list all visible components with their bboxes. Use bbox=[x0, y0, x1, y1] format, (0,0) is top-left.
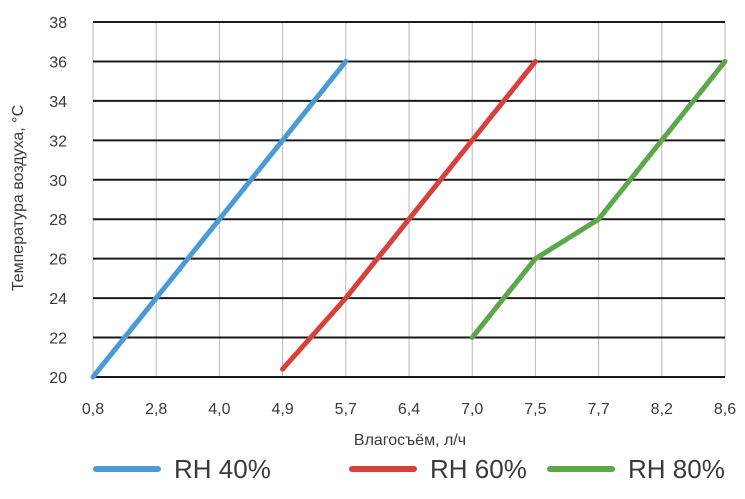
y-tick-label: 38 bbox=[49, 15, 67, 32]
y-tick-label: 32 bbox=[49, 133, 67, 150]
y-tick-label: 22 bbox=[49, 331, 67, 348]
x-tick-label: 6,4 bbox=[398, 401, 420, 418]
y-tick-label: 30 bbox=[49, 173, 67, 190]
x-tick-label: 5,7 bbox=[335, 401, 357, 418]
x-tick-label: 8,6 bbox=[714, 401, 736, 418]
y-tick-label: 28 bbox=[49, 212, 67, 229]
x-axis-ticks: 0,8 2,8 4,0 4,9 5,7 6,4 7,0 7,5 7,7 8,2 8,6 bbox=[82, 401, 736, 418]
legend-label: RH 80% bbox=[628, 454, 725, 484]
x-tick-label: 4,9 bbox=[271, 401, 293, 418]
series-line-1 bbox=[90, 58, 349, 380]
legend-label: RH 60% bbox=[430, 454, 527, 484]
x-tick-label: 7,5 bbox=[524, 401, 546, 418]
x-tick-label: 8,2 bbox=[651, 401, 673, 418]
y-tick-label: 36 bbox=[49, 54, 67, 71]
series-layer bbox=[90, 58, 728, 380]
y-tick-label: 26 bbox=[49, 252, 67, 269]
y-axis-ticks: 20 22 24 26 28 30 32 34 36 38 bbox=[49, 15, 67, 387]
y-tick-label: 24 bbox=[49, 291, 67, 308]
legend: RH 40% RH 60% RH 80% bbox=[93, 454, 725, 484]
y-tick-label: 20 bbox=[49, 370, 67, 387]
x-tick-label: 0,8 bbox=[82, 401, 104, 418]
series-line-2 bbox=[280, 58, 538, 372]
y-tick-label: 34 bbox=[49, 94, 67, 111]
legend-label: RH 40% bbox=[174, 454, 271, 484]
x-tick-label: 7,0 bbox=[461, 401, 483, 418]
grid bbox=[92, 21, 726, 378]
x-tick-label: 2,8 bbox=[145, 401, 167, 418]
x-tick-label: 7,7 bbox=[587, 401, 609, 418]
x-tick-label: 4,0 bbox=[208, 401, 230, 418]
series-line-3 bbox=[469, 58, 728, 341]
y-axis-title: Температура воздуха, °C bbox=[10, 105, 27, 291]
x-axis-title: Влагосъём, л/ч bbox=[354, 432, 466, 449]
